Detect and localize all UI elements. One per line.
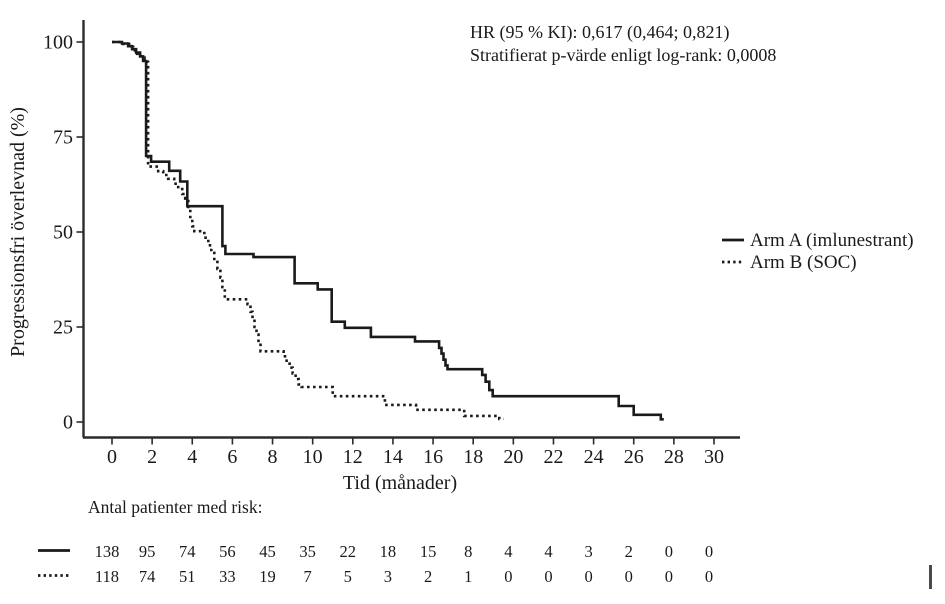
risk-count: 3 <box>584 542 592 561</box>
risk-count: 15 <box>420 542 437 561</box>
x-tick-label: 28 <box>664 446 684 468</box>
y-axis-ticks: 0 25 50 75 100 <box>43 32 83 434</box>
risk-count: 4 <box>504 542 512 561</box>
x-tick-label: 12 <box>343 446 363 468</box>
risk-count: 138 <box>95 542 120 561</box>
y-tick-label: 0 <box>63 412 73 434</box>
risk-count: 0 <box>584 567 592 586</box>
risk-count: 1 <box>464 567 472 586</box>
x-tick-label: 16 <box>423 446 443 468</box>
y-tick-label: 25 <box>53 317 73 339</box>
x-tick-label: 4 <box>187 446 197 468</box>
risk-count: 3 <box>384 567 392 586</box>
risk-count: 19 <box>259 567 276 586</box>
risk-count: 0 <box>665 567 673 586</box>
x-axis-ticks: 0 2 4 6 8 10 12 14 16 18 20 22 24 26 28 30 <box>107 437 724 468</box>
risk-count: 95 <box>139 542 156 561</box>
risk-count: 74 <box>179 542 196 561</box>
x-tick-label: 14 <box>383 446 403 468</box>
x-tick-label: 6 <box>227 446 237 468</box>
risk-count: 118 <box>95 567 119 586</box>
risk-count: 74 <box>139 567 156 586</box>
legend-label-arm-a: Arm A (imlunestrant) <box>750 230 914 251</box>
y-tick-label: 75 <box>53 127 73 149</box>
x-tick-label: 22 <box>543 446 563 468</box>
x-tick-label: 0 <box>107 446 117 468</box>
risk-count: 56 <box>219 542 236 561</box>
x-tick-label: 10 <box>303 446 323 468</box>
x-tick-label: 18 <box>463 446 483 468</box>
risk-count: 2 <box>424 567 432 586</box>
risk-table: 138 95 74 56 45 35 22 18 15 8 4 4 3 2 0 0 118 74 51 33 19 7 5 3… <box>38 542 713 586</box>
risk-count: 0 <box>544 567 552 586</box>
x-tick-label: 2 <box>147 446 157 468</box>
x-tick-label: 8 <box>268 446 278 468</box>
risk-count: 8 <box>464 542 472 561</box>
annotation-pvalue-line: Stratifierat p-värde enligt log-rank: 0,… <box>470 45 776 65</box>
risk-count: 45 <box>259 542 276 561</box>
y-axis-title: Progressionsfri överlevnad (%) <box>7 107 29 357</box>
risk-table-label: Antal patienter med risk: <box>88 497 262 517</box>
risk-count: 35 <box>299 542 316 561</box>
x-tick-label: 30 <box>704 446 724 468</box>
legend-label-arm-b: Arm B (SOC) <box>750 252 857 273</box>
x-tick-label: 20 <box>503 446 523 468</box>
stats-annotation: HR (95 % KI): 0,617 (0,464; 0,821) Strat… <box>470 22 776 65</box>
risk-count: 22 <box>340 542 357 561</box>
risk-count: 0 <box>705 542 713 561</box>
risk-count: 2 <box>625 542 633 561</box>
risk-count: 0 <box>504 567 512 586</box>
risk-count: 0 <box>625 567 633 586</box>
survival-curves <box>112 40 664 421</box>
x-axis-title: Tid (månader) <box>343 472 457 494</box>
risk-count: 5 <box>344 567 352 586</box>
risk-count: 4 <box>544 542 552 561</box>
risk-count: 18 <box>380 542 397 561</box>
y-tick-label: 50 <box>53 222 73 244</box>
risk-count: 7 <box>304 567 312 586</box>
curve-arm-a <box>112 40 664 421</box>
risk-count: 33 <box>219 567 236 586</box>
y-tick-label: 100 <box>43 32 73 54</box>
risk-count: 0 <box>705 567 713 586</box>
x-tick-label: 24 <box>584 446 604 468</box>
risk-count: 0 <box>665 542 673 561</box>
risk-count: 51 <box>179 567 196 586</box>
annotation-hr-line: HR (95 % KI): 0,617 (0,464; 0,821) <box>470 22 729 43</box>
x-tick-label: 26 <box>624 446 644 468</box>
legend: Arm A (imlunestrant) Arm B (SOC) <box>722 230 914 273</box>
